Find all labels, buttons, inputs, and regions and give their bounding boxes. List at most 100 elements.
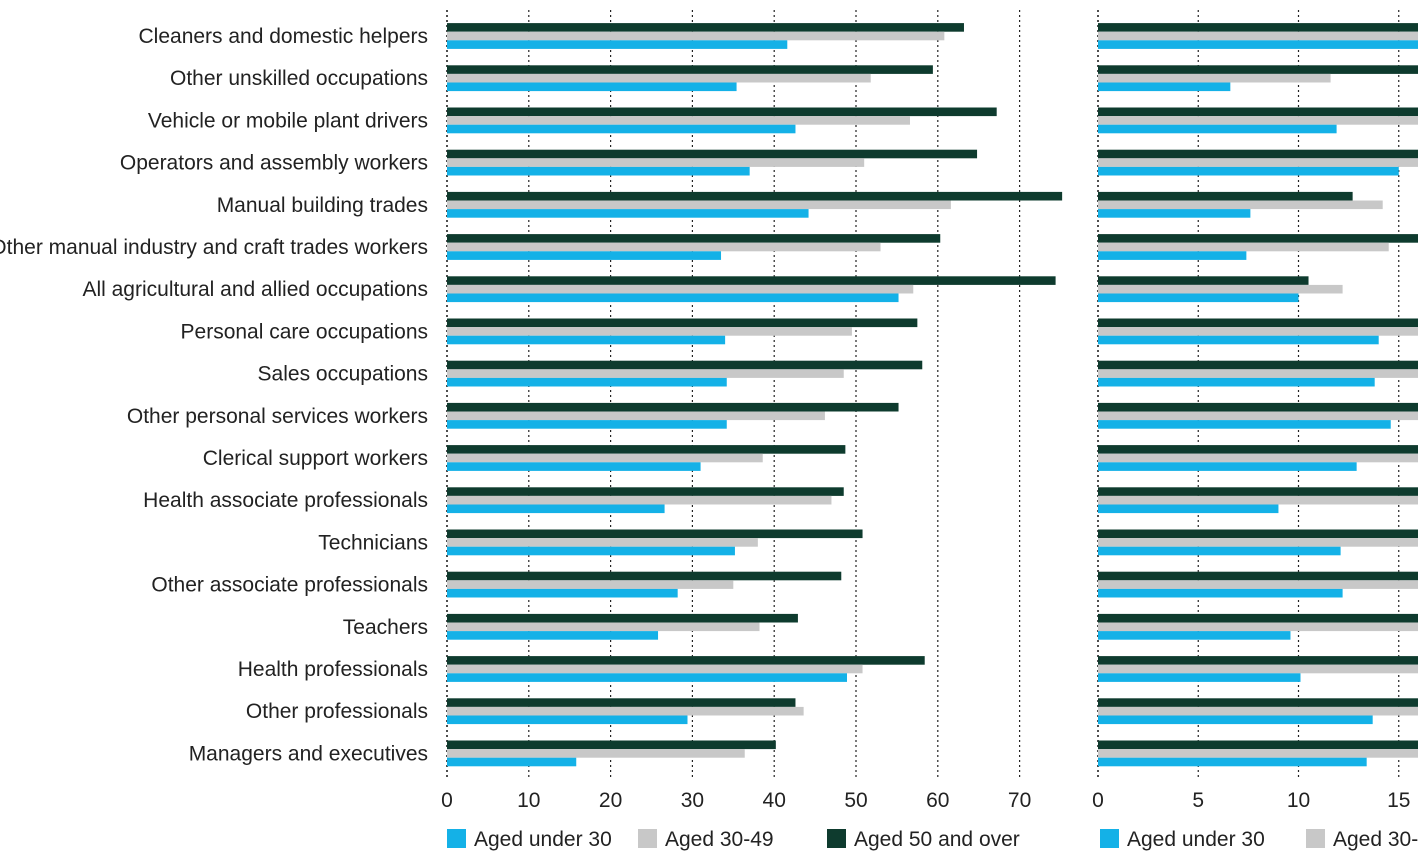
bar-aged-30-49-sales-occupations [447, 369, 844, 378]
bar-aged-under-30-sales-occupations [1098, 377, 1375, 387]
bar-aged-under-30-other-associate-professionals [1098, 588, 1343, 598]
bar-aged-30-49-health-professionals [447, 664, 863, 674]
bar-aged-50-and-over-health-professionals [447, 656, 925, 665]
bar-aged-30-49-other-associate-professionals [447, 580, 734, 589]
x-tick-label: 5 [1192, 789, 1204, 812]
bar-aged-30-49-cleaners-and-domestic-helpers [1098, 31, 1418, 41]
bar-aged-under-30-other-personal-services-workers [447, 420, 727, 429]
bar-aged-50-and-over-manual-building-trades [447, 191, 1063, 201]
category-label-operators-and-assembly-workers: Operators and assembly workers [120, 152, 428, 175]
x-tick-label: 10 [1287, 789, 1310, 812]
bar-aged-30-49-personal-care-occupations [1098, 327, 1418, 336]
category-label-sales-occupations: Sales occupations [258, 363, 428, 386]
x-tick-label: 0 [1092, 789, 1104, 812]
bar-aged-50-and-over-other-manual-industry-and-craft-trades-workers [1098, 234, 1418, 243]
bar-aged-30-49-health-associate-professionals [447, 495, 832, 505]
legend-swatch-right-0 [1100, 829, 1119, 848]
right-legend: Aged under 30 Aged 30-4 [1100, 828, 1418, 851]
bar-aged-50-and-over-all-agricultural-and-allied-occupations [447, 276, 1056, 285]
bar-aged-30-49-other-associate-professionals [1098, 580, 1418, 589]
bar-aged-50-and-over-operators-and-assembly-workers [447, 149, 978, 159]
bar-aged-30-49-clerical-support-workers [447, 453, 763, 463]
category-label-teachers: Teachers [343, 616, 428, 639]
bar-aged-30-49-all-agricultural-and-allied-occupations [447, 284, 914, 294]
bar-aged-50-and-over-other-manual-industry-and-craft-trades-workers [447, 234, 941, 243]
bar-aged-30-49-other-personal-services-workers [1098, 411, 1418, 421]
bar-aged-50-and-over-health-associate-professionals [1098, 487, 1418, 496]
bar-aged-50-and-over-health-associate-professionals [447, 487, 844, 496]
bar-aged-50-and-over-cleaners-and-domestic-helpers [447, 23, 964, 32]
bar-aged-30-49-health-professionals [1098, 664, 1418, 674]
bar-aged-under-30-technicians [447, 546, 735, 556]
bar-aged-50-and-over-health-professionals [1098, 656, 1418, 665]
bar-aged-under-30-health-professionals [1098, 673, 1301, 682]
bar-aged-under-30-all-agricultural-and-allied-occupations [447, 293, 899, 303]
bar-aged-50-and-over-personal-care-occupations [1098, 318, 1418, 328]
bar-aged-50-and-over-manual-building-trades [1098, 191, 1353, 201]
bar-aged-under-30-other-associate-professionals [447, 588, 678, 598]
category-label-health-associate-professionals: Health associate professionals [143, 489, 428, 512]
x-tick-label: 10 [517, 789, 540, 812]
bar-aged-under-30-managers-and-executives [447, 757, 577, 767]
bar-aged-50-and-over-clerical-support-workers [447, 445, 846, 454]
bar-aged-30-49-managers-and-executives [1098, 749, 1418, 758]
bar-aged-30-49-health-associate-professionals [1098, 495, 1418, 505]
bar-aged-50-and-over-other-professionals [1098, 698, 1418, 707]
category-label-personal-care-occupations: Personal care occupations [181, 320, 428, 343]
bar-aged-under-30-cleaners-and-domestic-helpers [447, 40, 788, 49]
bar-aged-30-49-vehicle-or-mobile-plant-drivers [1098, 116, 1418, 125]
legend-label-right-aged-under-30: Aged under 30 [1127, 828, 1265, 851]
bar-aged-50-and-over-other-unskilled-occupations [1098, 65, 1418, 74]
category-label-other-associate-professionals: Other associate professionals [151, 574, 428, 597]
bar-aged-30-49-operators-and-assembly-workers [1098, 158, 1418, 167]
bar-aged-under-30-personal-care-occupations [1098, 335, 1379, 345]
bar-aged-50-and-over-sales-occupations [447, 360, 923, 370]
bar-aged-under-30-all-agricultural-and-allied-occupations [1098, 293, 1299, 303]
bar-aged-under-30-other-manual-industry-and-craft-trades-workers [447, 251, 722, 260]
bar-aged-30-49-operators-and-assembly-workers [447, 158, 865, 167]
bar-aged-under-30-sales-occupations [447, 377, 727, 387]
category-label-clerical-support-workers: Clerical support workers [203, 447, 428, 470]
legend-swatch-aged-30-49 [638, 829, 657, 848]
bar-aged-under-30-personal-care-occupations [447, 335, 726, 345]
x-tick-label: 15 [1387, 789, 1410, 812]
left-chart-panel: 0 10 20 30 40 50 60 70 Cleaners and domestic hel… [0, 10, 1063, 812]
category-label-technicians: Technicians [318, 531, 428, 554]
bar-aged-under-30-other-unskilled-occupations [1098, 82, 1231, 92]
bar-aged-50-and-over-other-personal-services-workers [1098, 402, 1418, 412]
bar-aged-30-49-manual-building-trades [1098, 200, 1383, 210]
bar-aged-under-30-technicians [1098, 546, 1341, 556]
x-tick-label: 50 [844, 789, 867, 812]
bar-aged-30-49-other-personal-services-workers [447, 411, 825, 421]
bar-aged-30-49-all-agricultural-and-allied-occupations [1098, 284, 1343, 294]
category-label-other-personal-services-workers: Other personal services workers [127, 405, 428, 428]
bar-aged-30-49-personal-care-occupations [447, 327, 852, 336]
bar-aged-30-49-technicians [447, 538, 758, 547]
bar-aged-under-30-other-professionals [1098, 715, 1373, 725]
legend-label-right-aged-30-4: Aged 30-4 [1333, 828, 1418, 851]
bar-aged-under-30-teachers [447, 631, 659, 640]
bar-aged-under-30-operators-and-assembly-workers [447, 166, 750, 176]
bar-aged-under-30-other-unskilled-occupations [447, 82, 737, 92]
x-tick-label: 60 [926, 789, 949, 812]
bar-aged-30-49-cleaners-and-domestic-helpers [447, 31, 945, 41]
category-label-vehicle-or-mobile-plant-drivers: Vehicle or mobile plant drivers [148, 109, 428, 132]
bar-aged-50-and-over-clerical-support-workers [1098, 445, 1418, 454]
bar-aged-under-30-health-professionals [447, 673, 848, 682]
bar-aged-30-49-teachers [1098, 622, 1418, 632]
x-tick-label: 20 [599, 789, 622, 812]
bar-aged-30-49-vehicle-or-mobile-plant-drivers [447, 116, 910, 125]
bar-aged-under-30-managers-and-executives [1098, 757, 1367, 767]
bar-aged-50-and-over-teachers [447, 613, 798, 623]
x-tick-label: 0 [441, 789, 453, 812]
legend-swatch-aged-under-30 [447, 829, 466, 848]
bar-aged-50-and-over-operators-and-assembly-workers [1098, 149, 1418, 159]
bar-aged-30-49-clerical-support-workers [1098, 453, 1418, 463]
bar-aged-50-and-over-other-associate-professionals [1098, 571, 1418, 581]
bar-aged-under-30-teachers [1098, 631, 1291, 640]
bar-aged-50-and-over-vehicle-or-mobile-plant-drivers [1098, 107, 1418, 117]
bar-aged-30-49-sales-occupations [1098, 369, 1418, 378]
bar-aged-30-49-teachers [447, 622, 760, 632]
bar-aged-under-30-manual-building-trades [1098, 209, 1251, 218]
